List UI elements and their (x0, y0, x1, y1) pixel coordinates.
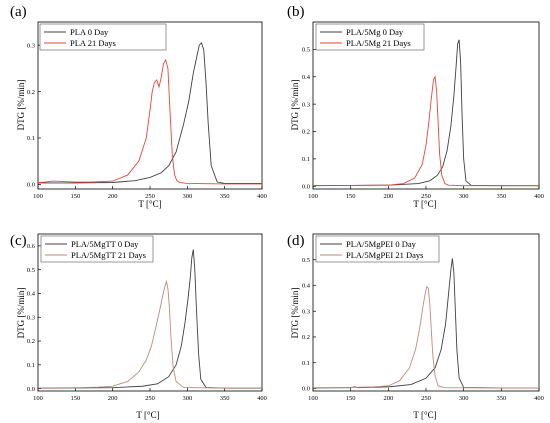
panel-label: (a) (10, 4, 27, 20)
y-tick-label: 0.6 (27, 243, 36, 250)
series-line-2 (38, 279, 262, 389)
series-line-2 (38, 58, 262, 185)
series-line-2 (313, 285, 539, 389)
chart-panel-1: 100 150 200 250 300 350 400 0.0 0.1 0.2 0.3 PLA 0 D… (10, 4, 267, 209)
legend-box (40, 235, 154, 263)
y-axis-title: DTG [%/min] (16, 80, 26, 131)
y-tick-label: 0.1 (27, 135, 35, 142)
x-tick-label: 250 (421, 193, 431, 200)
x-tick-label: 100 (308, 193, 318, 200)
y-tick-label: 0.4 (302, 74, 311, 81)
series-line-2 (313, 75, 539, 187)
x-tick-label: 250 (421, 395, 431, 402)
legend-label: PLA/5MgPEI 21 Days (346, 250, 423, 260)
x-axis-title: T [°C] (138, 199, 161, 209)
x-tick-label: 150 (346, 193, 356, 200)
x-tick-label: 350 (220, 193, 230, 200)
y-tick-label: 0.4 (27, 291, 36, 298)
series-line-1 (313, 39, 539, 187)
legend-box (315, 235, 440, 263)
x-tick-label: 350 (496, 395, 506, 402)
y-tick-label: 0.1 (27, 362, 35, 369)
x-tick-label: 350 (220, 395, 230, 402)
x-tick-label: 200 (383, 193, 393, 200)
series-line-1 (38, 42, 262, 184)
chart-panel-4: 100 150 200 250 300 350 400 0.0 0.1 0.2 0.3 0.4 0.5 P… (287, 233, 544, 420)
legend-label: PLA 21 Days (70, 38, 116, 48)
legend-label: PLA/5MgTT 21 Days (71, 250, 146, 260)
y-tick-label: 0.3 (27, 314, 35, 321)
x-tick-label: 300 (182, 193, 192, 200)
y-tick-label: 0.0 (302, 183, 310, 190)
x-tick-label: 300 (459, 395, 469, 402)
y-tick-label: 0.1 (302, 360, 310, 367)
legend-label: PLA/5MgPEI 0 Day (346, 239, 417, 249)
x-tick-label: 100 (33, 193, 43, 200)
x-tick-label: 300 (459, 193, 469, 200)
x-tick-label: 400 (257, 395, 267, 402)
y-tick-label: 0.2 (302, 334, 310, 341)
y-axis-title: DTG [%/min] (290, 288, 300, 339)
x-tick-label: 150 (346, 395, 356, 402)
y-tick-label: 0.0 (27, 182, 35, 189)
legend-box (39, 23, 167, 51)
x-axis-title: T [°C] (413, 199, 436, 209)
legend-label: PLA/5Mg 0 Day (346, 27, 404, 37)
x-axis-title: T [°C] (413, 410, 436, 420)
panel-label: (c) (10, 233, 27, 249)
series-line-1 (38, 249, 262, 389)
y-tick-label: 0.5 (302, 47, 310, 54)
y-axis-title: DTG [%/min] (16, 288, 26, 339)
x-tick-label: 150 (70, 193, 80, 200)
y-tick-label: 0.5 (302, 257, 310, 264)
x-tick-label: 100 (308, 395, 318, 402)
legend-box (315, 23, 425, 51)
legend-label: PLA/5MgTT 0 Day (71, 239, 139, 249)
x-tick-label: 200 (108, 395, 118, 402)
x-axis-title: T [°C] (136, 410, 159, 420)
x-tick-label: 350 (496, 193, 506, 200)
x-tick-label: 400 (534, 193, 544, 200)
y-axis-title: DTG [%/min] (290, 80, 300, 131)
x-tick-label: 400 (257, 193, 267, 200)
y-tick-label: 0.2 (302, 129, 310, 136)
chart-panel-2: 100 150 200 250 300 350 400 0.0 0.1 0.2 0.3 0.4 0.5 P… (287, 4, 544, 209)
x-tick-label: 100 (33, 395, 43, 402)
series-line-1 (313, 258, 539, 389)
y-tick-label: 0.4 (302, 283, 311, 290)
legend-label: PLA 0 Day (70, 27, 109, 37)
y-tick-label: 0.0 (27, 386, 35, 393)
legend-label: PLA/5Mg 21 Days (346, 38, 411, 48)
y-tick-label: 0.5 (27, 267, 35, 274)
y-tick-label: 0.1 (302, 156, 310, 163)
x-tick-label: 400 (534, 395, 544, 402)
x-tick-label: 200 (108, 193, 118, 200)
y-tick-label: 0.3 (302, 308, 310, 315)
y-tick-label: 0.2 (27, 338, 35, 345)
x-tick-label: 300 (182, 395, 192, 402)
x-tick-label: 150 (70, 395, 80, 402)
x-tick-label: 200 (383, 395, 393, 402)
y-tick-label: 0.0 (302, 386, 310, 393)
y-tick-label: 0.2 (27, 89, 35, 96)
y-tick-label: 0.3 (27, 42, 35, 49)
x-tick-label: 250 (145, 395, 155, 402)
panel-label: (d) (287, 233, 305, 249)
panel-label: (b) (287, 4, 305, 20)
y-tick-label: 0.3 (302, 101, 310, 108)
chart-panel-3: 100 150 200 250 300 350 400 0.0 0.1 0.2 0.3 0.4 0.5 0… (10, 233, 267, 420)
x-tick-label: 250 (145, 193, 155, 200)
